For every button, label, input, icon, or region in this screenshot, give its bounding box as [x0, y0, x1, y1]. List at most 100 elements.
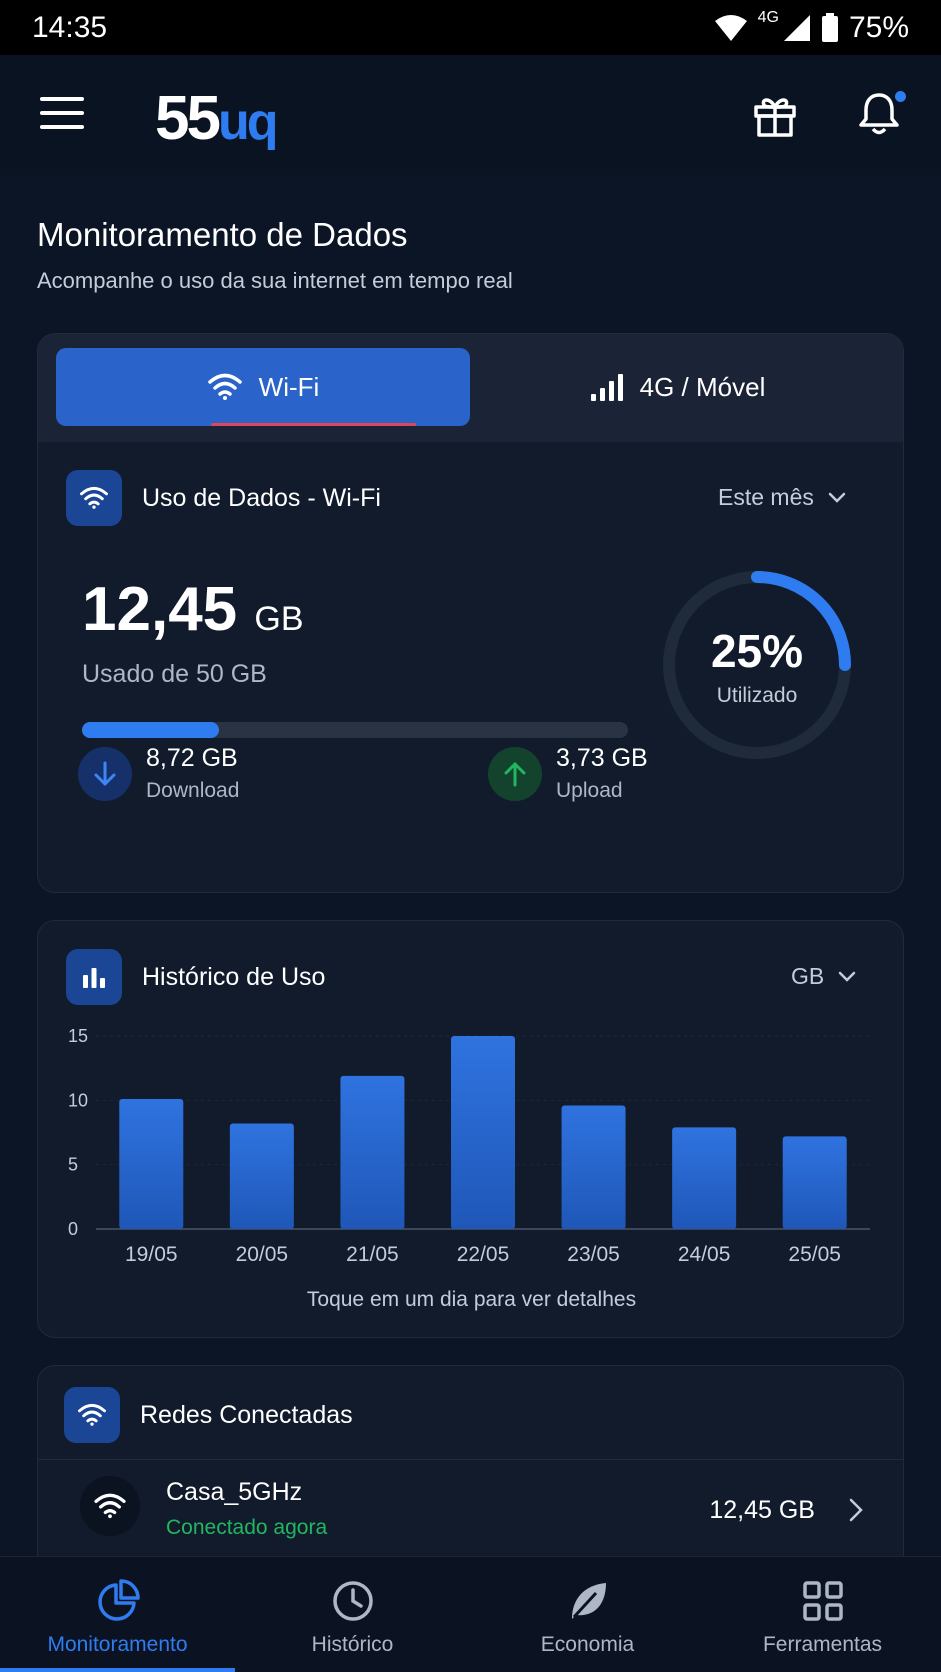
notifications-button[interactable] [858, 89, 908, 139]
nav-label: Economia [540, 1633, 635, 1656]
bar-chart-icon [83, 968, 105, 988]
battery-icon [821, 12, 838, 42]
status-time: 14:35 [32, 10, 108, 44]
used-amount: 12,45 GB [82, 574, 304, 645]
leaf-icon [571, 1583, 606, 1619]
chart-hint: Toque em um dia para ver detalhes [306, 1288, 637, 1311]
network-row[interactable]: Casa_5GHz Conectado agora 12,45 GB [38, 1460, 903, 1570]
unit-dropdown[interactable]: GB [791, 963, 856, 990]
menu-button[interactable] [40, 97, 84, 131]
download-label: Download [146, 779, 240, 802]
grid-icon [802, 1581, 843, 1621]
x-tick-label: 23/05 [567, 1243, 620, 1266]
download-stat: 8,72 GB Download [78, 744, 239, 803]
networks-title: Redes Conectadas [140, 1400, 353, 1429]
usage-ring-arc [663, 571, 851, 759]
x-tick-label: 25/05 [788, 1243, 841, 1266]
app-logo: 55uq [155, 83, 279, 154]
status-icons: 4G 75% [714, 9, 909, 45]
y-tick-label: 5 [68, 1155, 78, 1175]
networks-header: Redes Conectadas [64, 1387, 353, 1443]
usage-progress-bar [82, 722, 628, 738]
download-icon-circle [78, 746, 132, 801]
chart-bar[interactable] [340, 1075, 405, 1229]
used-value: 12,45 [82, 575, 238, 644]
y-tick-label: 15 [68, 1026, 88, 1046]
page-title: Monitoramento de Dados [37, 216, 408, 253]
nav-label: Monitoramento [47, 1633, 188, 1656]
nav-economia[interactable]: Economia [470, 1557, 705, 1672]
history-title: Histórico de Uso [142, 962, 326, 991]
chevron-down-icon [838, 971, 856, 982]
battery-level: 75% [848, 10, 909, 44]
upload-label: Upload [556, 779, 623, 802]
nav-historico[interactable]: Histórico [235, 1557, 470, 1672]
network-icon-circle [80, 1476, 140, 1536]
history-header: Histórico de Uso [66, 949, 325, 1005]
x-tick-label: 24/05 [678, 1243, 731, 1266]
period-dropdown[interactable]: Este mês [718, 484, 846, 511]
clock-icon [332, 1581, 373, 1621]
wifi-icon [207, 373, 242, 400]
chart-bar[interactable] [451, 1036, 515, 1229]
y-tick-label: 0 [68, 1219, 78, 1239]
used-of-label: Usado de 50 GB [82, 660, 267, 688]
wifi-icon [80, 486, 108, 509]
wifi-icon [94, 1493, 126, 1519]
usage-icon-box [66, 470, 122, 526]
nav-ferramentas[interactable]: Ferramentas [705, 1557, 940, 1672]
unit-label: GB [791, 963, 825, 989]
chart-bar[interactable] [119, 1099, 184, 1229]
nav-monitoramento[interactable]: Monitoramento [0, 1557, 235, 1672]
used-unit: GB [254, 600, 304, 638]
arrow-up-icon [504, 762, 526, 786]
tab-wifi-label: Wi-Fi [258, 371, 320, 402]
page-subtitle: Acompanhe o uso da sua internet em tempo… [37, 268, 513, 293]
logo-accent: uq [217, 93, 279, 151]
x-tick-label: 22/05 [457, 1243, 510, 1266]
arrow-down-icon [94, 761, 116, 785]
network-name: Casa_5GHz [166, 1478, 303, 1506]
signal-bars-icon [590, 374, 623, 401]
wifi-icon [78, 1403, 106, 1426]
network-status: Conectado agora [166, 1516, 328, 1539]
menu-icon-line [40, 97, 84, 101]
chart-bar[interactable] [229, 1123, 294, 1229]
networks-icon-box [64, 1387, 120, 1443]
cell-signal-icon [783, 14, 810, 41]
period-label: Este mês [718, 484, 814, 510]
chart-bar[interactable] [782, 1136, 847, 1229]
wifi-signal-icon [714, 14, 747, 41]
chart-bar[interactable] [672, 1127, 737, 1229]
history-icon-box [66, 949, 122, 1005]
status-bar: 14:35 4G 75% [0, 0, 941, 55]
download-value: 8,72 GB [146, 744, 238, 772]
nav-label: Histórico [311, 1633, 394, 1656]
y-tick-label: 10 [68, 1090, 88, 1110]
tab-mobile[interactable]: 4G / Móvel [470, 348, 885, 426]
usage-percent-caption: Utilizado [716, 684, 798, 707]
usage-bar-chart: 0 5 10 15 19/05 20/05 21/05 22/05 23/05 24/05 25/0… [68, 1026, 870, 1266]
tab-mobile-label: 4G / Móvel [639, 371, 766, 402]
x-tick-label: 21/05 [346, 1243, 399, 1266]
usage-progress-fill [82, 722, 219, 738]
notification-badge [893, 89, 908, 104]
gift-button[interactable] [752, 93, 798, 139]
upload-icon-circle [488, 746, 542, 801]
bottom-navigation: Monitoramento Histórico Economia Ferrame… [0, 1556, 941, 1672]
usage-ring [663, 571, 851, 759]
usage-card: Wi-Fi 4G / Móvel Uso de Dados - Wi-Fi Es… [37, 333, 904, 893]
menu-icon-line [40, 111, 84, 115]
tab-wifi[interactable]: Wi-Fi [56, 348, 470, 426]
menu-icon-line [40, 125, 84, 129]
nav-label: Ferramentas [762, 1633, 883, 1656]
usage-percent: 25% [710, 625, 804, 677]
pie-chart-icon [97, 1579, 140, 1621]
gift-icon [754, 98, 796, 137]
usage-header: Uso de Dados - Wi-Fi [66, 470, 381, 526]
chart-bar[interactable] [561, 1105, 626, 1229]
network-usage: 12,45 GB [709, 1496, 815, 1524]
chevron-down-icon [828, 492, 846, 503]
x-tick-label: 19/05 [125, 1243, 178, 1266]
history-card: Histórico de Uso GB 0 5 10 15 19/05 20/05 21/0… [37, 920, 904, 1338]
